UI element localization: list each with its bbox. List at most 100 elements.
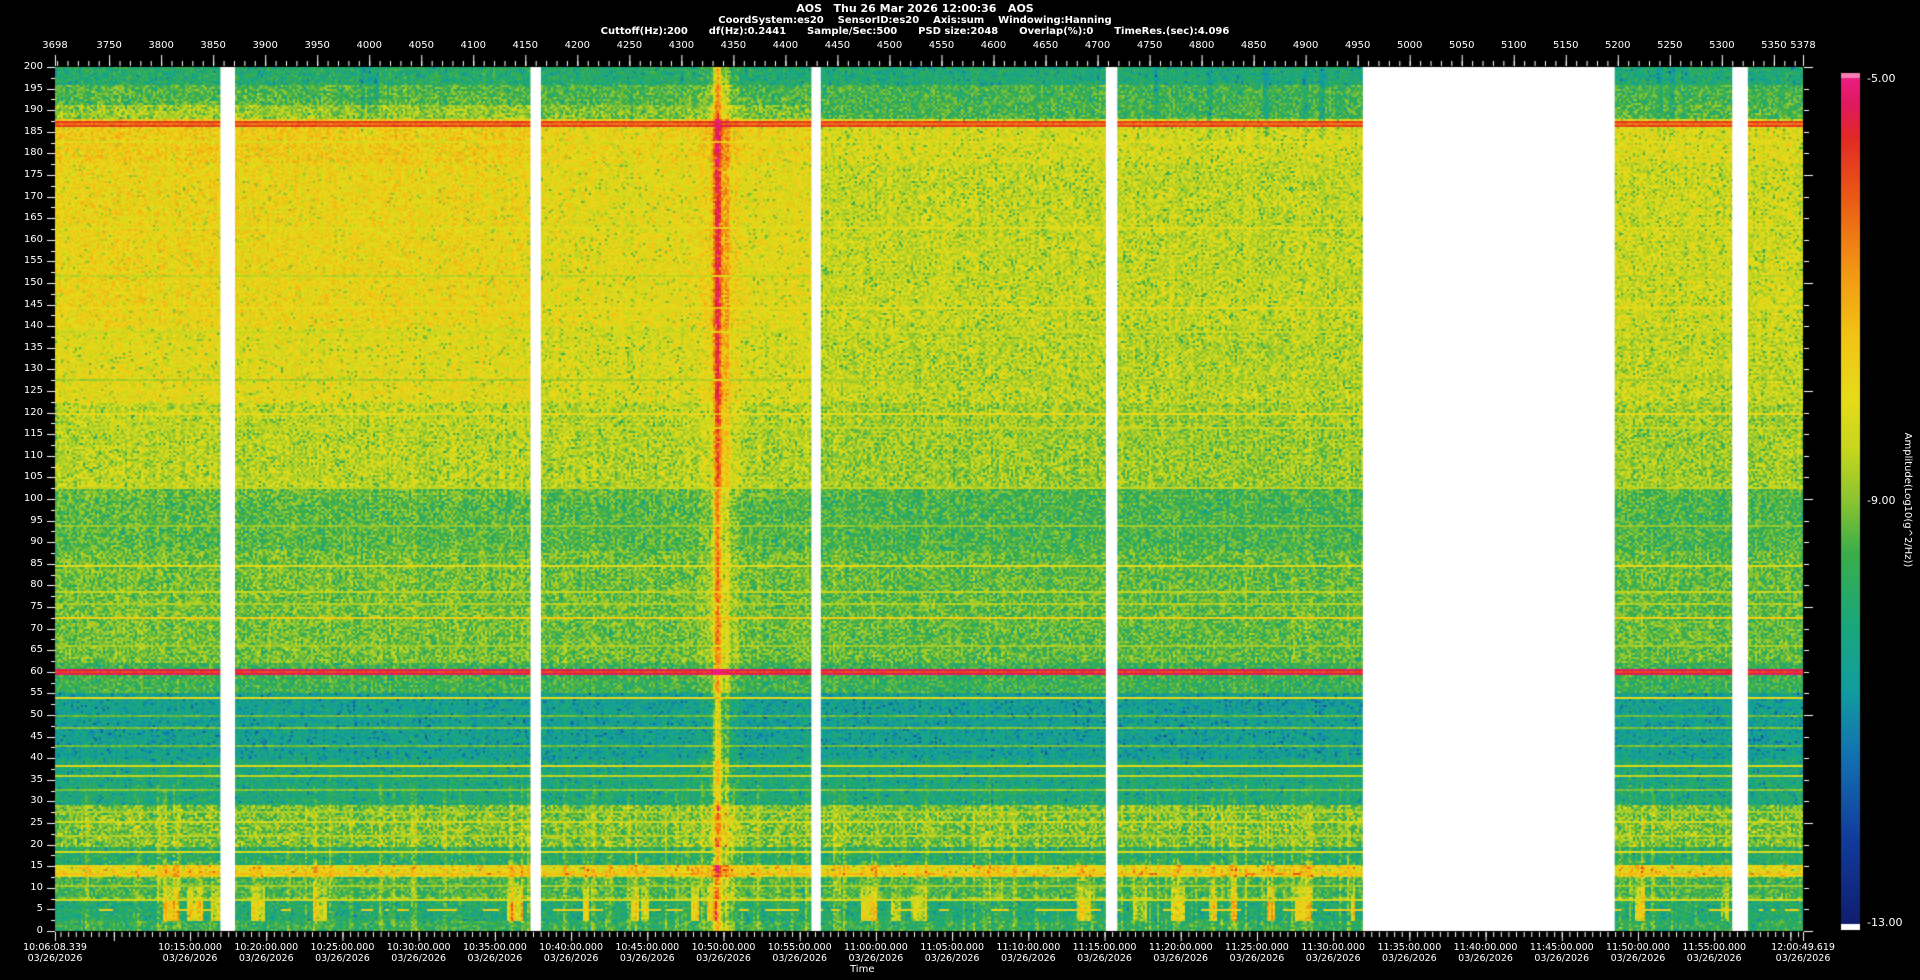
time-axis-date-label: 03/26/2026	[1686, 953, 1742, 964]
colorbar-max-label: -5.00	[1867, 72, 1896, 85]
time-axis-time-label: 11:15:00.000	[1072, 942, 1137, 953]
frequency-axis-tick-label: 165	[23, 212, 43, 224]
time-axis-date-label: 03/26/2026	[1534, 953, 1590, 964]
time-axis-time-label: 10:45:00.000	[615, 942, 680, 953]
time-axis-date-label: 03/26/2026	[162, 953, 218, 964]
colorbar-min-label: -13.00	[1867, 916, 1903, 929]
time-axis-date-label: 03/26/2026	[467, 953, 523, 964]
time-axis-time-label: 11:45:00.000	[1529, 942, 1594, 953]
frequency-axis-tick-label: 75	[30, 601, 43, 612]
time-axis-time-label: 11:20:00.000	[1148, 942, 1213, 953]
frequency-axis-tick-label: 170	[23, 190, 43, 202]
time-axis-time-label: 11:50:00.000	[1606, 942, 1670, 953]
frequency-axis-tick-label: 195	[23, 82, 43, 94]
record-axis-tick-label: 5300	[1709, 40, 1735, 51]
frequency-axis-tick-label: 20	[30, 838, 43, 850]
time-axis-date-label: 03/26/2026	[1775, 953, 1831, 964]
frequency-axis-tick-label: 180	[23, 147, 43, 159]
record-axis-tick-label: 4350	[720, 40, 747, 51]
frequency-axis-tick-label: 190	[23, 104, 43, 116]
record-axis-tick-label: 4800	[1188, 40, 1215, 51]
record-axis-tick-label: 5200	[1605, 40, 1631, 51]
time-axis-date-label: 03/26/2026	[315, 953, 370, 964]
header-title: AOS Thu 26 Mar 2026 12:00:36 AOS	[796, 2, 1034, 15]
time-axis-time-label: 11:30:00.000	[1301, 942, 1366, 953]
frequency-axis-tick-label: 10	[30, 881, 43, 893]
record-axis-tick-label: 4650	[1032, 40, 1059, 51]
frequency-axis-tick-label: 35	[30, 773, 43, 785]
time-axis-time-label: 12:00:49.619	[1771, 942, 1835, 953]
frequency-axis-tick-label: 200	[23, 61, 43, 72]
frequency-axis-tick-label: 65	[30, 644, 43, 656]
frequency-axis-tick-label: 160	[23, 233, 43, 245]
frequency-axis-tick-label: 55	[30, 687, 43, 699]
time-axis-date-label: 03/26/2026	[543, 953, 599, 964]
record-axis-tick-label: 4250	[616, 40, 643, 51]
record-axis-tick-label: 4400	[772, 40, 799, 51]
record-axis-tick-label: 4100	[460, 40, 486, 51]
time-axis-date-label: 03/26/2026	[1000, 953, 1056, 964]
record-axis-tick-label: 5250	[1657, 40, 1683, 51]
frequency-axis-tick-label: 15	[30, 860, 43, 872]
frequency-axis-tick-label: 115	[23, 428, 43, 440]
frequency-axis-tick-label: 150	[23, 277, 43, 288]
record-axis-tick-label: 4950	[1344, 40, 1371, 51]
record-axis-tick-label: 4000	[356, 40, 382, 51]
time-axis-time-label: 11:10:00.000	[996, 942, 1061, 953]
frequency-axis-tick-label: 80	[30, 579, 43, 591]
frequency-axis-tick-label: 60	[30, 665, 43, 677]
time-axis-date-label: 03/26/2026	[27, 953, 83, 964]
amplitude-axis-title: Amplitude(Log10(g^2/Hz))	[1902, 432, 1913, 568]
record-axis-tick-label: 4300	[668, 40, 695, 51]
frequency-axis-tick-label: 175	[23, 169, 43, 180]
frequency-axis-tick-label: 105	[23, 471, 43, 483]
frequency-axis-tick-label: 140	[23, 320, 43, 332]
record-axis-tick-label: 4050	[408, 40, 434, 51]
frequency-axis-tick-label: 125	[23, 385, 43, 396]
frequency-axis-tick-label: 135	[23, 341, 43, 353]
frequency-axis-tick-label: 155	[23, 255, 43, 267]
record-axis-tick-label: 4900	[1292, 40, 1319, 51]
time-axis-date-label: 03/26/2026	[391, 953, 447, 964]
time-axis-date-label: 03/26/2026	[1153, 953, 1209, 964]
record-axis-tick-label: 3950	[304, 40, 330, 51]
time-axis-date-label: 03/26/2026	[1305, 953, 1361, 964]
record-axis-tick-label: 5100	[1501, 40, 1527, 51]
time-axis-date-label: 03/26/2026	[1458, 953, 1513, 964]
record-axis-tick-label: 4600	[980, 40, 1007, 51]
record-axis-tick-label: 3900	[252, 40, 278, 51]
frequency-axis-tick-label: 0	[36, 925, 43, 936]
colorbar-mid-label: -9.00	[1867, 494, 1896, 507]
time-axis-date-label: 03/26/2026	[696, 953, 751, 964]
record-axis-tick-label: 5050	[1448, 40, 1475, 51]
frequency-axis-tick-label: 120	[23, 406, 43, 418]
record-axis-tick-label: 5000	[1396, 40, 1423, 51]
time-axis-date-label: 03/26/2026	[1229, 953, 1285, 964]
time-axis-time-label: 11:40:00.000	[1453, 942, 1518, 953]
header-settings-line: CoordSystem:es20 SensorID:es20 Axis:sum …	[718, 15, 1112, 26]
frequency-axis-tick-label: 185	[23, 125, 43, 137]
frequency-axis-tick-label: 50	[30, 709, 43, 720]
time-axis-time-label: 10:06:08.339	[23, 942, 87, 953]
frequency-axis-tick-label: 70	[30, 622, 43, 634]
time-axis-time-label: 11:25:00.000	[1225, 942, 1289, 953]
frequency-axis-tick-label: 95	[30, 514, 43, 526]
time-axis-time-label: 10:55:00.000	[767, 942, 832, 953]
time-axis-time-label: 11:00:00.000	[843, 942, 908, 953]
time-axis-date-label: 03/26/2026	[1610, 953, 1666, 964]
record-axis-tick-label: 4700	[1084, 40, 1111, 51]
time-axis-time-label: 10:20:00.000	[234, 942, 299, 953]
header-params-line: Cuttoff(Hz):200 df(Hz):0.2441 Sample/Sec…	[600, 26, 1230, 37]
record-axis-tick-label: 4750	[1136, 40, 1163, 51]
time-axis-date-label: 03/26/2026	[848, 953, 904, 964]
record-axis-tick-label: 5150	[1553, 40, 1579, 51]
record-axis-tick-label: 4550	[928, 40, 955, 51]
frequency-axis-tick-label: 30	[30, 795, 43, 807]
record-axis-tick-label: 3850	[200, 40, 226, 51]
time-axis-date-label: 03/26/2026	[924, 953, 980, 964]
time-axis-time-label: 11:05:00.000	[920, 942, 985, 953]
record-axis-tick-label: 5350	[1761, 40, 1787, 51]
record-axis-tick-label: 3750	[96, 40, 122, 51]
time-axis-time-label: 10:30:00.000	[386, 942, 451, 953]
